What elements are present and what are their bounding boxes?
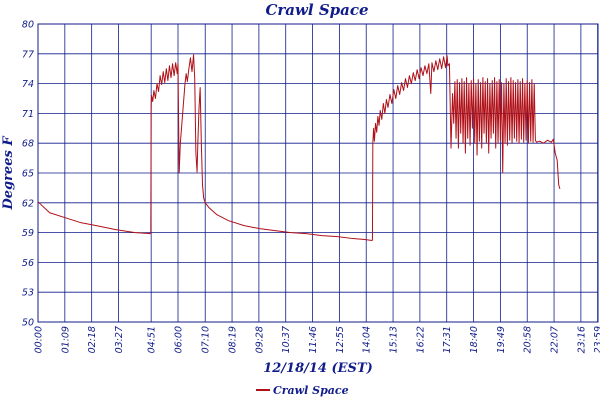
x-tick-label: 14:04 bbox=[362, 326, 373, 353]
y-tick-label: 59 bbox=[22, 228, 34, 239]
x-tick-label: 08:19 bbox=[228, 326, 239, 353]
x-tick-label: 23:59 bbox=[593, 326, 600, 353]
x-tick-label: 01:09 bbox=[60, 326, 71, 353]
y-tick-label: 65 bbox=[22, 169, 34, 180]
x-tick-label: 10:37 bbox=[281, 326, 292, 353]
x-tick-label: 15:13 bbox=[389, 326, 400, 353]
series-line-crawl-space bbox=[37, 54, 561, 242]
x-tick-label: 03:27 bbox=[114, 326, 125, 353]
y-axis-ticks: 50 53 56 59 62 65 68 71 74 77 80 bbox=[22, 20, 34, 329]
y-tick-label: 74 bbox=[22, 79, 34, 90]
grid-lines bbox=[37, 23, 599, 323]
y-tick-label: 80 bbox=[22, 20, 34, 31]
x-tick-label: 20:58 bbox=[523, 326, 534, 353]
x-tick-label: 18:40 bbox=[469, 326, 480, 353]
x-tick-label: 02:18 bbox=[87, 326, 98, 353]
x-tick-label: 17:31 bbox=[442, 326, 453, 353]
chart-title: Crawl Space bbox=[265, 1, 368, 19]
x-axis-label: 12/18/14 (EST) bbox=[263, 361, 373, 376]
legend-label-crawl-space: Crawl Space bbox=[273, 384, 349, 397]
x-tick-label: 16:22 bbox=[415, 326, 426, 353]
x-tick-label: 00:00 bbox=[34, 326, 45, 353]
x-tick-label: 23:16 bbox=[576, 326, 587, 353]
x-tick-label: 22:07 bbox=[550, 326, 561, 353]
y-tick-label: 71 bbox=[22, 109, 34, 120]
x-tick-label: 11:46 bbox=[308, 326, 319, 353]
plot-area-frame bbox=[37, 23, 599, 323]
x-tick-label: 04:51 bbox=[147, 326, 158, 353]
y-tick-label: 53 bbox=[22, 288, 34, 299]
x-tick-label: 12:55 bbox=[335, 326, 346, 353]
x-tick-label: 07:10 bbox=[201, 326, 212, 353]
y-tick-label: 50 bbox=[22, 318, 34, 329]
y-tick-label: 77 bbox=[22, 49, 34, 60]
x-tick-label: 06:00 bbox=[174, 326, 185, 353]
legend: Crawl Space bbox=[256, 384, 349, 397]
x-tick-label: 09:28 bbox=[254, 326, 265, 353]
y-axis-label: Degrees F bbox=[1, 136, 16, 211]
x-axis-ticks: 00:00 01:09 02:18 03:27 04:51 06:00 07:10 08:19… bbox=[34, 326, 600, 353]
y-tick-label: 56 bbox=[22, 258, 34, 269]
y-tick-label: 68 bbox=[22, 139, 34, 150]
x-tick-label: 19:49 bbox=[496, 326, 507, 353]
series-layer bbox=[37, 54, 561, 242]
y-tick-label: 62 bbox=[22, 198, 34, 209]
